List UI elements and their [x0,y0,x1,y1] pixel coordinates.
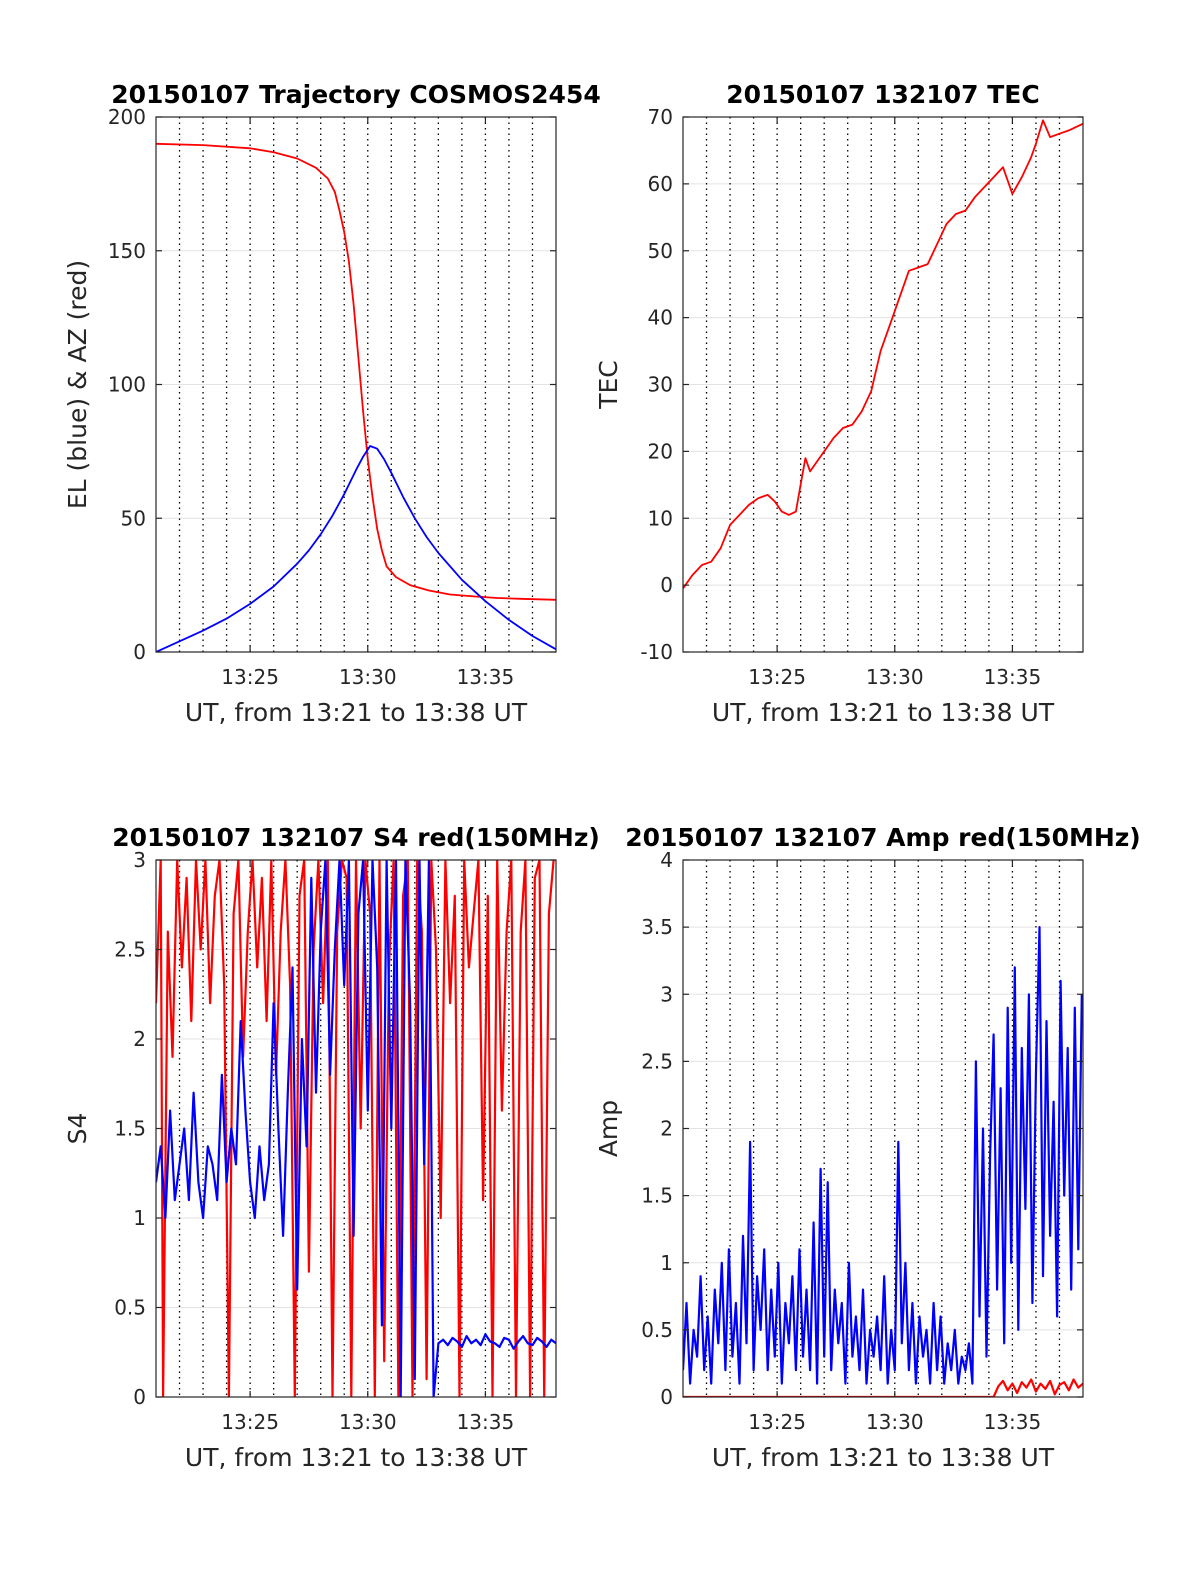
y-tick-label: 10 [648,506,673,530]
y-tick-label: 3 [133,848,146,872]
y-tick-label: 50 [648,239,673,263]
y-tick-label: -10 [640,640,673,664]
y-tick-label: 60 [648,172,673,196]
y-tick-label: 0.5 [641,1318,673,1342]
chart-panel-2: -10 0 10 20 30 40 50 60 70 13:25 13:30 13:35 2015010… [594,80,1084,727]
y-tick-label: 2.5 [114,938,146,962]
y-tick-label: 0 [660,1385,673,1409]
y-tick-label: 20 [648,439,673,463]
y-tick-label: 0 [133,1385,146,1409]
y-tick-label: 2 [133,1027,146,1051]
y-tick-label: 200 [108,105,146,129]
series-line-1 [156,142,556,601]
y-tick-label: 1.5 [114,1117,146,1141]
chart-title: 20150107 132107 Amp red(150MHz) [625,823,1141,852]
series-line-1 [156,860,555,1397]
y-axis-label: TEC [594,360,623,410]
y-tick-label: 30 [648,373,673,397]
y-tick-label: 4 [660,848,673,872]
series-line-2 [683,925,1083,1385]
y-tick-label: 3.5 [641,915,673,939]
x-tick-label: 13:35 [984,665,1042,689]
x-axis-label: UT, from 13:21 to 13:38 UT [185,1443,528,1472]
x-tick-label: 13:25 [748,665,806,689]
x-tick-label: 13:35 [984,1410,1042,1434]
series-line-2 [156,860,556,1397]
y-axis-label: S4 [63,1113,92,1145]
y-tick-label: 70 [648,105,673,129]
series-line-1 [683,1378,1083,1397]
x-tick-label: 13:25 [221,665,279,689]
y-axis-label: EL (blue) & AZ (red) [63,260,92,509]
series-line-1 [683,119,1083,590]
y-tick-label: 1 [660,1251,673,1275]
y-tick-label: 2.5 [641,1049,673,1073]
y-tick-label: 100 [108,373,146,397]
chart-panel-3: 0 0.5 1 1.5 2 2.5 3 13:25 13:30 13:35 20150107 132… [63,823,600,1472]
x-tick-label: 13:25 [221,1410,279,1434]
y-tick-label: 1.5 [641,1184,673,1208]
y-axis-label: Amp [594,1100,623,1157]
x-tick-label: 13:30 [866,1410,924,1434]
x-tick-label: 13:30 [339,1410,397,1434]
y-tick-label: 0 [133,640,146,664]
y-tick-label: 50 [121,506,146,530]
x-tick-label: 13:35 [457,1410,515,1434]
chart-panel-4: 0 0.5 1 1.5 2 2.5 3 3.5 4 13:25 13:30 13:35 20150107… [594,823,1141,1472]
y-tick-label: 0 [660,573,673,597]
chart-title: 20150107 132107 TEC [726,80,1039,109]
y-tick-label: 150 [108,239,146,263]
x-tick-label: 13:30 [866,665,924,689]
x-axis-label: UT, from 13:21 to 13:38 UT [185,698,528,727]
y-tick-label: 40 [648,306,673,330]
y-tick-label: 0.5 [114,1296,146,1320]
x-tick-label: 13:30 [339,665,397,689]
y-tick-label: 2 [660,1117,673,1141]
chart-panel-1: 0 50 100 150 200 13:25 13:30 13:35 20150107 Traj… [63,80,601,727]
y-tick-label: 1 [133,1206,146,1230]
x-axis-label: UT, from 13:21 to 13:38 UT [712,698,1055,727]
y-tick-label: 3 [660,982,673,1006]
chart-title: 20150107 132107 S4 red(150MHz) [112,823,600,852]
x-tick-label: 13:35 [457,665,515,689]
chart-title: 20150107 Trajectory COSMOS2454 [111,80,601,109]
series-line-2 [156,445,556,652]
x-axis-label: UT, from 13:21 to 13:38 UT [712,1443,1055,1472]
x-tick-label: 13:25 [748,1410,806,1434]
